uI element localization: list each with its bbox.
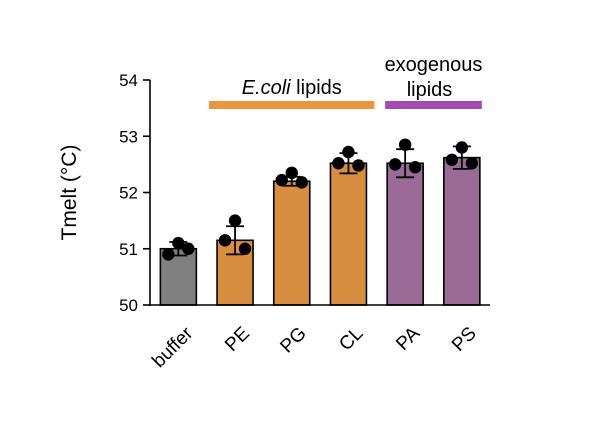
data-point-buffer [172,236,185,250]
group-label-exogenous: exogenous [385,54,483,76]
data-point-pa [388,158,402,171]
data-points-layer [162,138,479,261]
bars-layer [159,156,481,306]
group-label-lipids: lipids [407,79,453,101]
x-tick-label-buffer: buffer [148,323,197,372]
data-point-ps [455,141,469,154]
group-label-ecoli: E.coli lipids [242,77,342,99]
data-point-buffer [182,242,195,255]
bar-cl [329,162,368,306]
data-point-pe [238,242,252,255]
y-tick-label: 54 [119,71,138,90]
x-axis: buffer PE PG CL PA PS [148,304,490,372]
x-tick-label-pa: PA [392,323,424,355]
data-point-pa [398,138,412,151]
data-point-pg [285,166,298,180]
data-point-buffer [162,248,175,261]
x-tick-label-pe: PE [221,323,254,356]
y-tick-label: 51 [119,240,138,259]
data-point-cl [332,157,345,170]
data-point-pe [228,214,242,227]
bar-ps [443,156,481,306]
x-tick-label-ps: PS [448,323,481,356]
x-tick-label-cl: CL [335,323,367,355]
data-point-pa [408,160,422,174]
y-tick-label: 52 [119,184,138,203]
group-annotations: E.coli lipids exogenous lipids [209,54,482,109]
data-point-pg [275,173,288,187]
group-bar-exogenous [385,101,482,109]
error-bars-layer [169,145,471,257]
y-tick-label: 50 [119,296,138,315]
data-point-ps [445,153,459,167]
y-axis: 50 51 52 53 54 [119,71,151,315]
data-point-ps [465,157,479,170]
data-point-pg [295,176,308,189]
data-point-pe [218,234,232,247]
data-point-cl [352,159,365,172]
y-axis-title: Tmelt (°C) [58,145,81,241]
y-tick-label: 53 [119,127,138,146]
x-tick-label-pg: PG [276,323,310,357]
bar-pg [272,180,311,306]
data-point-cl [342,145,355,159]
group-bar-ecoli [209,101,375,109]
bar-pa [386,162,424,306]
